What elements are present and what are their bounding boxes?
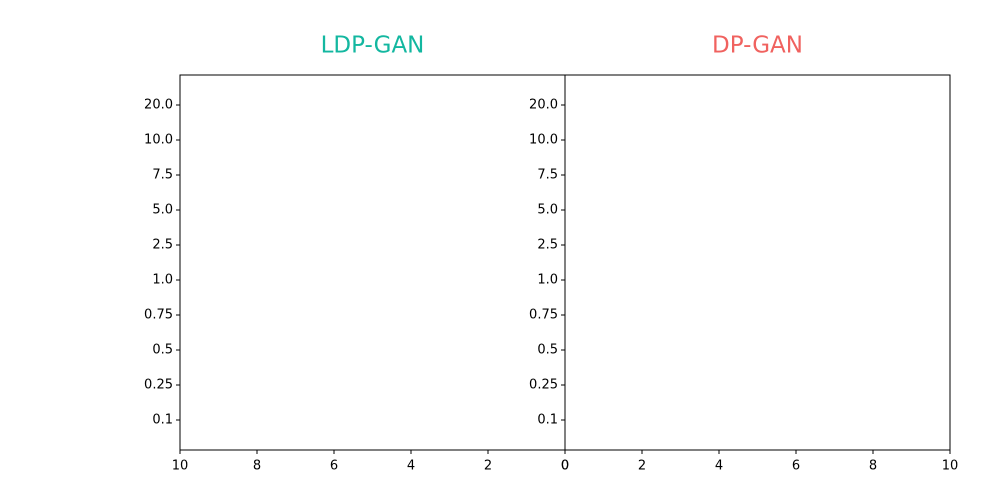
y-tick-label: 20.0 [529, 98, 558, 113]
x-tick-label: 4 [407, 459, 415, 474]
chart-title: DP-GAN [712, 33, 803, 59]
x-tick-label: 10 [942, 459, 959, 474]
y-tick-label: 2.5 [152, 238, 173, 253]
y-tick-label: 0.75 [144, 308, 173, 323]
x-tick-label: 8 [869, 459, 877, 474]
y-tick-label: 5.0 [152, 203, 173, 218]
x-tick-label: 6 [330, 459, 338, 474]
y-tick-label: 7.5 [152, 168, 173, 183]
x-tick-label: 2 [484, 459, 492, 474]
y-tick-label: 1.0 [152, 273, 173, 288]
y-tick-label: 10.0 [144, 133, 173, 148]
y-tick-label: 0.5 [152, 343, 173, 358]
y-tick-label: 20.0 [144, 98, 173, 113]
plot-frame [564, 74, 951, 451]
y-tick-label: 1.0 [537, 273, 558, 288]
y-tick-label: 7.5 [537, 168, 558, 183]
y-tick-label: 0.1 [537, 413, 558, 428]
y-tick-label: 0.75 [529, 308, 558, 323]
y-tick-label: 0.25 [529, 378, 558, 393]
y-tick-label: 0.1 [152, 413, 173, 428]
chart-title: LDP-GAN [321, 33, 425, 59]
y-tick-label: 0.5 [537, 343, 558, 358]
plot-frame [179, 74, 566, 451]
x-tick-label: 10 [172, 459, 189, 474]
x-tick-label: 8 [253, 459, 261, 474]
y-tick-label: 0.25 [144, 378, 173, 393]
y-tick-label: 10.0 [529, 133, 558, 148]
x-tick-label: 2 [638, 459, 646, 474]
y-tick-label: 5.0 [537, 203, 558, 218]
x-tick-label: 0 [561, 459, 569, 474]
y-tick-label: 2.5 [537, 238, 558, 253]
x-tick-label: 0 [561, 459, 569, 474]
x-tick-label: 6 [792, 459, 800, 474]
x-tick-label: 4 [715, 459, 723, 474]
